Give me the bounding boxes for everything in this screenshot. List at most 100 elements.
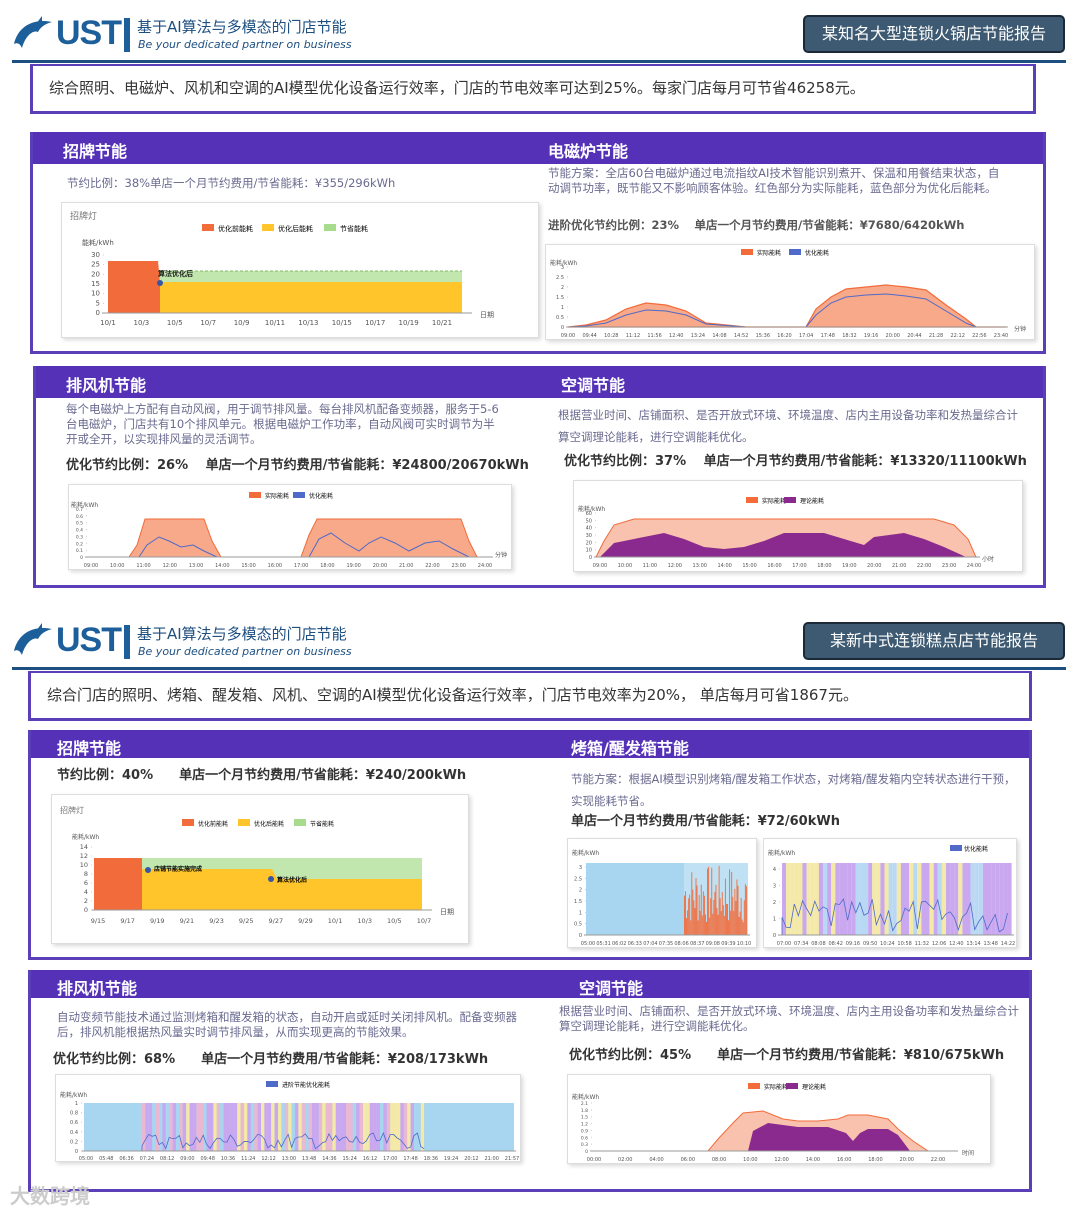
state-band [155,1103,159,1151]
x-tick-label: 09:00 [180,1156,194,1162]
bar-mark [689,894,691,935]
x-tick-label: 20:00 [373,563,387,569]
x-tick-label: 17:00 [383,1156,397,1162]
x-tick-label: 09:48 [201,1156,215,1162]
x-tick-label: 11:12 [626,333,640,339]
signage-line: 节约比例：38%单店一个月节约费用/节省能耗：¥355/296kWh [67,176,396,190]
state-band [213,1103,217,1151]
state-band [417,1103,421,1151]
state-band [900,863,905,935]
x-tick-label: 10:36 [221,1156,235,1162]
state-band [941,863,946,935]
state-band [261,1103,265,1151]
state-band [888,863,893,935]
bar-mark [713,899,715,935]
state-band [847,863,852,935]
state-band [839,863,844,935]
induction-line: 进阶优化节约比例：23% 单店一个月节约费用/节省能耗：¥7680/6420kW… [548,218,965,232]
x-tick-label: 18:36 [424,1156,438,1162]
bar-mark [730,910,732,935]
induction-chart: 实际能耗 优化能耗 能耗/kWh 3 2.5 2 1.5 1 0.5 0 09:00 09:4… [545,244,1035,340]
x-tick-label: 12:00 [163,563,177,569]
bar-mark [733,910,735,935]
ust-logo: UST [12,617,130,663]
y-tick-label: 15 [91,280,100,288]
x-tick-label: 10/9 [234,319,250,327]
state-band [199,1103,204,1151]
x-tick-label: 07:24 [140,1156,154,1162]
svg-text:进阶节能优化能耗: 进阶节能优化能耗 [282,1081,330,1089]
state-band [301,1103,306,1151]
x-tick-label: 10/5 [387,917,402,925]
summary-text: 综合照明、电磁炉、风机和空调的AI模型优化设备运行效率，门店的节电效率可达到25… [49,79,865,97]
x-tick-label: 08:12 [160,1156,174,1162]
x-tick-label: 22:56 [972,333,986,339]
header-title: 基于AI算法与多模态的门店节能 [137,625,347,643]
bar-mark [696,885,698,935]
state-band [859,863,864,935]
bar-mark [727,903,728,935]
state-band [827,863,832,935]
bar-mark [700,884,702,935]
svg-text:算法优化后: 算法优化后 [157,269,193,278]
card-title-aircon: 空调节能 [561,376,626,395]
x-tick-label: 02:00 [618,1157,632,1163]
y-tick-label: 2 [561,285,564,291]
summary-box: 综合照明、电磁炉、风机和空调的AI模型优化设备运行效率，门店的节电效率可达到25… [30,64,1036,114]
svg-text:时间: 时间 [962,1149,974,1157]
state-band [305,1103,309,1151]
state-band [196,1103,200,1151]
svg-text:能耗/kWh: 能耗/kWh [72,833,99,841]
svg-text:实际能耗: 实际能耗 [762,497,786,505]
y-tick-label: 0 [96,309,100,317]
state-band [798,863,803,935]
y-tick-label: 2 [84,897,88,905]
y-tick-label: 0.5 [574,922,582,928]
state-band [937,863,942,935]
state-band [148,1103,153,1151]
card-title-exhaust: 排风机节能 [66,376,147,395]
state-band [400,1103,404,1151]
state-band [407,1103,411,1151]
x-tick-label: 9/23 [209,917,224,925]
watermark: 大数跨境 [10,1184,90,1208]
x-tick-label: 12:00 [668,563,682,569]
x-tick-label: 09:44 [582,333,596,339]
state-band [925,863,930,935]
dolphin-icon [14,16,52,48]
x-tick-label: 08:42 [828,941,842,947]
y-tick-label: 30 [586,533,592,539]
state-band [267,1103,272,1151]
card-group-top: 招牌节能 烤箱/醒发箱节能 节约比例：40% 单店一个月节约费用/节省能耗：¥2… [28,730,1032,960]
state-band [933,863,938,935]
x-tick-label: 16:20 [777,333,791,339]
x-tick-label: 9/17 [120,917,135,925]
state-band [905,863,910,935]
aircon-desc: 根据营业时间、店铺面积、是否开放式环境、环境温度、店内主用设备功率和发热量综合计… [559,1004,1019,1033]
state-band [414,1103,418,1151]
y-tick-label: 25 [91,261,100,269]
x-tick-label: 14:52 [734,333,748,339]
x-tick-label: 14:00 [717,563,731,569]
state-band [966,863,971,935]
bar-mark [736,879,738,935]
svg-text:实际能耗: 实际能耗 [265,492,289,500]
x-tick-label: 14:36 [322,1156,336,1162]
state-band [814,863,819,935]
y-tick-label: 60 [586,511,592,517]
x-tick-label: 06:33 [628,941,642,947]
x-tick-label: 13:48 [984,941,998,947]
state-band [165,1103,170,1151]
svg-text:优化后能耗: 优化后能耗 [278,224,313,233]
x-tick-label: 13:00 [189,563,203,569]
svg-text:实际能耗: 实际能耗 [764,1083,788,1091]
x-tick-label: 19:24 [444,1156,458,1162]
oven-chart-before: 能耗/kWh 3 2.5 2 1.5 1 0.5 0 05:00 05:31 06:02 06:3… [567,838,757,948]
state-band [831,863,836,935]
bar-mark [717,914,719,935]
state-band [929,863,934,935]
state-band [352,1103,357,1151]
svg-text:日期: 日期 [440,908,454,916]
bar-mark [732,896,734,935]
x-tick-label: 21:00 [892,563,906,569]
